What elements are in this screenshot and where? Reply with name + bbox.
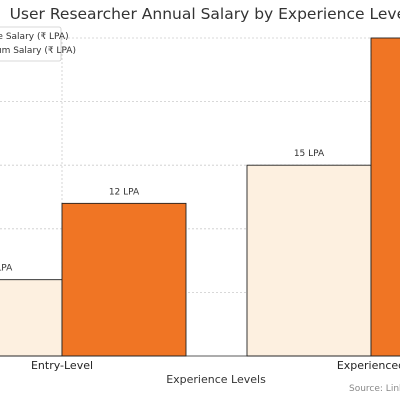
bar-data-label: 6 LPA	[0, 264, 13, 274]
x-tick-label: Entry-Level	[31, 359, 93, 372]
bar-data-label: 12 LPA	[109, 187, 140, 197]
legend-entry: Average Salary (₹ LPA)	[0, 32, 69, 42]
legend-entry: Maximum Salary (₹ LPA)	[0, 46, 76, 56]
x-axis-label: Experience Levels	[166, 373, 266, 386]
bar	[246, 164, 372, 357]
bar	[61, 202, 187, 357]
bar	[0, 279, 63, 357]
chart-title: User Researcher Annual Salary by Experie…	[10, 5, 400, 23]
data-labels: 6 LPA 12 LPA 15 LPA	[0, 149, 325, 273]
legend-box	[0, 26, 62, 62]
source-note: Source: LinkedIn	[349, 384, 400, 394]
bar	[370, 37, 400, 357]
bars	[0, 37, 400, 357]
legend: Average Salary (₹ LPA) Maximum Salary (₹ …	[0, 26, 76, 62]
x-tick-labels: Entry-Level Experienced	[31, 359, 400, 372]
bar-data-label: 15 LPA	[294, 149, 325, 159]
x-tick-label: Experienced	[337, 359, 400, 372]
